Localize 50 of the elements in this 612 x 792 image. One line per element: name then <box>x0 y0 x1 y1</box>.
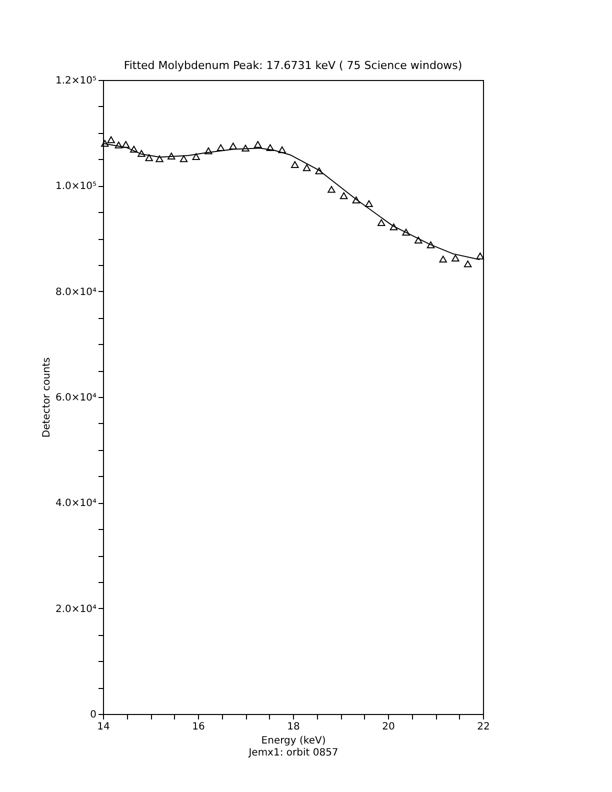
point <box>168 152 176 160</box>
point <box>377 219 386 226</box>
y-axis-title: Detector counts <box>41 357 52 438</box>
point <box>439 256 447 263</box>
point <box>291 161 299 168</box>
point <box>476 252 484 260</box>
x-tick-label: 22 <box>477 722 490 732</box>
point <box>156 155 164 162</box>
point <box>352 196 360 204</box>
y-tick-label: 2.0×10⁴ <box>55 604 96 615</box>
point <box>192 153 200 160</box>
point <box>278 146 286 154</box>
point <box>464 260 472 268</box>
x-axis-title: Energy (keV) <box>261 736 326 746</box>
chart-title: Fitted Molybdenum Peak: 17.6731 keV ( 75 Science windows) <box>124 59 462 72</box>
point <box>122 141 130 148</box>
x-tick-label: 20 <box>382 722 395 732</box>
x-tick-label: 16 <box>192 722 205 732</box>
point <box>130 146 138 153</box>
y-tick-label: 6.0×10⁴ <box>55 392 96 404</box>
point <box>107 136 115 144</box>
point <box>101 140 109 147</box>
point <box>315 167 323 174</box>
point <box>254 141 262 148</box>
x-tick-label: 18 <box>287 722 300 732</box>
y-tick-label: 8.0×10⁴ <box>55 286 96 298</box>
point <box>340 192 348 200</box>
point <box>216 144 225 152</box>
point <box>426 241 435 248</box>
point <box>266 144 274 152</box>
point <box>180 155 188 162</box>
point <box>452 254 460 262</box>
point <box>414 236 422 244</box>
y-tick-label: 4.0×10⁴ <box>55 498 96 510</box>
point <box>204 147 212 154</box>
text: Jemx1: orbit 0857 <box>248 748 338 758</box>
point <box>328 186 336 193</box>
point <box>145 154 153 162</box>
point <box>229 142 238 150</box>
x-tick-label: 14 <box>97 722 110 732</box>
y-tick-label: 0 <box>90 710 96 720</box>
point <box>242 144 250 152</box>
y-tick-label: 1.2×10⁵ <box>55 76 96 86</box>
point <box>402 228 410 236</box>
point <box>390 223 398 230</box>
y-tick-label: 1.0×10⁵ <box>55 181 96 192</box>
point <box>138 150 146 157</box>
point <box>302 164 311 172</box>
point <box>365 200 373 208</box>
point <box>114 142 123 148</box>
